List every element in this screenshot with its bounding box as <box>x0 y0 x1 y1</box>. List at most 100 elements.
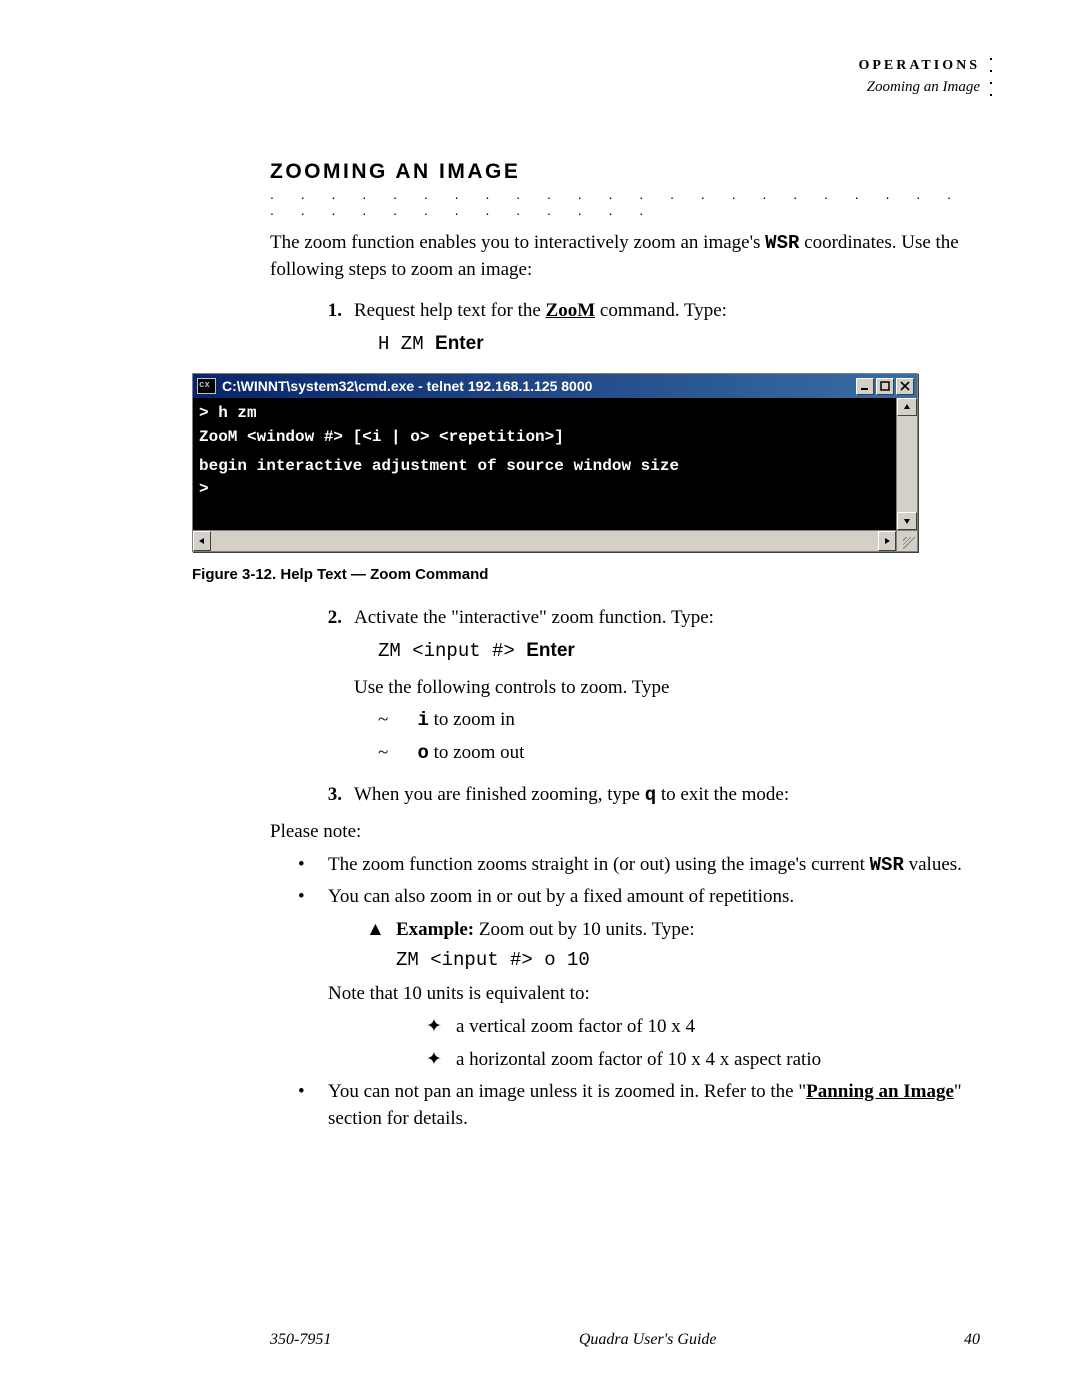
step-2: 2. Activate the "interactive" zoom funct… <box>312 605 980 664</box>
diamond-icon: ✦ <box>426 1047 456 1074</box>
example-desc: Zoom out by 10 units. Type: <box>474 919 695 940</box>
close-button[interactable] <box>896 378 914 395</box>
terminal-line-3: begin interactive adjustment of source w… <box>199 455 890 478</box>
step-2-body: Activate the "interactive" zoom function… <box>354 605 980 664</box>
note-10-units: Note that 10 units is equivalent to: <box>328 981 980 1008</box>
zoom-out-text: o to zoom out <box>408 740 524 767</box>
terminal-line-2: ZooM <window #> [<i | o> <repetition>] <box>199 426 890 449</box>
step-2-text: Activate the "interactive" zoom function… <box>354 607 714 628</box>
step-1: 1. Request help text for the ZooM comman… <box>312 298 980 357</box>
document-page: OPERATIONS Zooming an Image ZOOMING AN I… <box>0 0 1080 1397</box>
section-title-dots: . . . . . . . . . . . . . . . . . . . . … <box>270 186 980 218</box>
maximize-button[interactable] <box>876 378 894 395</box>
bullet-zoom-in: ~ i to zoom in <box>378 707 980 734</box>
scroll-down-button[interactable] <box>897 512 917 530</box>
note-bullet-1: • The zoom function zooms straight in (o… <box>298 852 980 879</box>
note-3-text: You can not pan an image unless it is zo… <box>328 1079 980 1132</box>
diamond-bullet-2: ✦ a horizontal zoom factor of 10 x 4 x a… <box>426 1047 980 1074</box>
tilde-icon: ~ <box>378 707 408 734</box>
step-3-body: When you are finished zooming, type q to… <box>354 782 980 809</box>
intro-text-a: The zoom function enables you to interac… <box>270 232 765 253</box>
terminal-body: > h zm ZooM <window #> [<i | o> <repetit… <box>193 398 896 530</box>
terminal-window: cx C:\WINNT\system32\cmd.exe - telnet 19… <box>192 373 918 552</box>
step-3-number: 3. <box>312 782 354 809</box>
terminal-line-1: > h zm <box>199 402 890 425</box>
step-2-enter: Enter <box>526 640 575 661</box>
vertical-scrollbar[interactable] <box>896 398 917 530</box>
diamond-icon: ✦ <box>426 1014 456 1041</box>
step-2-command: ZM <input #> Enter <box>378 638 980 665</box>
note-bullet-3: • You can not pan an image unless it is … <box>298 1079 980 1132</box>
scroll-track[interactable] <box>897 416 917 512</box>
note-1-b: values. <box>904 854 962 875</box>
scroll-right-button[interactable] <box>878 531 896 551</box>
step-3-q: q <box>645 784 656 806</box>
step-1-enter: Enter <box>435 333 484 354</box>
step-3-text-b: to exit the mode: <box>656 784 789 805</box>
zoom-out-desc: to zoom out <box>429 742 525 763</box>
example-row: ▲ Example: Zoom out by 10 units. Type: <box>366 917 980 944</box>
zoom-in-key: i <box>418 709 429 731</box>
page-footer: 350-7951 Quadra User's Guide 40 <box>0 1331 1080 1349</box>
tilde-icon: ~ <box>378 740 408 767</box>
header-chapter: OPERATIONS <box>858 55 980 76</box>
triangle-icon: ▲ <box>366 917 396 944</box>
intro-wsr: WSR <box>765 232 799 254</box>
minimize-button[interactable] <box>856 378 874 395</box>
step-1-zoom: ZooM <box>546 300 596 321</box>
note-2-text: You can also zoom in or out by a fixed a… <box>328 884 794 911</box>
diamond-2-text: a horizontal zoom factor of 10 x 4 x asp… <box>456 1047 821 1074</box>
example-label: Example: <box>396 919 474 940</box>
note-1-wsr: WSR <box>870 854 904 876</box>
page-header: OPERATIONS Zooming an Image <box>858 55 980 99</box>
note-bullet-2: • You can also zoom in or out by a fixed… <box>298 884 980 911</box>
horizontal-scrollbar[interactable] <box>193 530 896 551</box>
figure-caption: Figure 3-12. Help Text — Zoom Command <box>192 566 980 583</box>
section-heading-block: ZOOMING AN IMAGE . . . . . . . . . . . .… <box>270 160 980 218</box>
terminal-title: C:\WINNT\system32\cmd.exe - telnet 192.1… <box>222 378 592 394</box>
step-2-use: Use the following controls to zoom. Type <box>354 675 980 702</box>
bullet-icon: • <box>298 1079 328 1132</box>
terminal-titlebar: cx C:\WINNT\system32\cmd.exe - telnet 19… <box>193 374 917 398</box>
step-1-cmd-mono: H ZM <box>378 333 435 355</box>
step-1-body: Request help text for the ZooM command. … <box>354 298 980 357</box>
zoom-out-key: o <box>418 742 429 764</box>
scroll-left-button[interactable] <box>193 531 211 551</box>
step-1-text-a: Request help text for the <box>354 300 546 321</box>
section-title: ZOOMING AN IMAGE <box>270 160 980 184</box>
terminal-body-wrap: > h zm ZooM <window #> [<i | o> <repetit… <box>193 398 917 530</box>
zoom-in-text: i to zoom in <box>408 707 515 734</box>
zoom-in-desc: to zoom in <box>429 709 515 730</box>
note-1-text: The zoom function zooms straight in (or … <box>328 852 962 879</box>
step-1-text-b: command. Type: <box>595 300 727 321</box>
note-3-a: You can not pan an image unless it is zo… <box>328 1081 806 1102</box>
bullet-icon: • <box>298 884 328 911</box>
example-text: Example: Zoom out by 10 units. Type: <box>396 917 695 944</box>
step-3: 3. When you are finished zooming, type q… <box>312 782 980 809</box>
step-2-cmd-mono: ZM <input #> <box>378 640 526 662</box>
bullet-zoom-out: ~ o to zoom out <box>378 740 980 767</box>
footer-page-number: 40 <box>964 1331 980 1349</box>
header-subtitle: Zooming an Image <box>858 76 980 99</box>
example-command: ZM <input #> o 10 <box>396 949 980 971</box>
terminal-line-4: > <box>199 478 890 501</box>
note-3-link: Panning an Image <box>806 1081 954 1102</box>
step-1-number: 1. <box>312 298 354 357</box>
cmd-icon: cx <box>197 378 216 394</box>
resize-grip[interactable] <box>896 530 917 551</box>
step-2-number: 2. <box>312 605 354 664</box>
hscroll-track[interactable] <box>211 531 878 551</box>
example-cmd-text: ZM <input #> o 10 <box>396 949 590 971</box>
step-1-command: H ZM Enter <box>378 331 980 358</box>
please-note: Please note: <box>270 819 980 846</box>
bullet-icon: • <box>298 852 328 879</box>
header-decorative-dots <box>990 58 992 96</box>
diamond-1-text: a vertical zoom factor of 10 x 4 <box>456 1014 695 1041</box>
footer-left: 350-7951 <box>270 1331 331 1349</box>
footer-center: Quadra User's Guide <box>579 1331 717 1349</box>
note-1-a: The zoom function zooms straight in (or … <box>328 854 870 875</box>
scroll-up-button[interactable] <box>897 398 917 416</box>
window-buttons <box>856 378 917 395</box>
intro-paragraph: The zoom function enables you to interac… <box>270 230 980 282</box>
diamond-bullet-1: ✦ a vertical zoom factor of 10 x 4 <box>426 1014 980 1041</box>
